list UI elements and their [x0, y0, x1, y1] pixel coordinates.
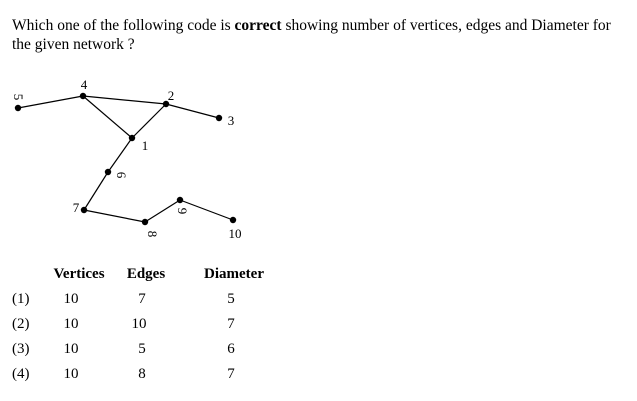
question-text-emphasis: correct [234, 17, 282, 34]
node-label-7: 7 [73, 200, 80, 215]
option-1-vertices: 10 [63, 291, 79, 307]
edge-1-2 [131, 103, 167, 139]
node-label-8: 8 [145, 231, 160, 238]
option-3-label[interactable]: (3) [12, 341, 30, 357]
option-2-diameter: 7 [227, 316, 235, 332]
node-1 [128, 134, 136, 142]
edge-9-10 [179, 199, 234, 221]
node-label-9: 9 [175, 208, 190, 215]
option-2-edges: 10 [131, 316, 147, 332]
node-5 [14, 104, 22, 112]
node-label-10: 10 [229, 226, 242, 241]
node-6 [104, 168, 112, 176]
node-8 [141, 218, 149, 226]
node-label-5: 5 [11, 94, 26, 101]
network-edges [17, 95, 234, 223]
question-text-start: Which one of the following code is [12, 17, 235, 34]
header-edges: Edges [126, 266, 166, 282]
node-3 [215, 114, 223, 122]
node-label-3: 3 [228, 113, 235, 128]
edge-8-9 [144, 199, 181, 223]
network-nodes [14, 92, 237, 226]
option-4-edges: 8 [138, 366, 146, 382]
question-text-end: showing number of vertices, edges and Di… [12, 17, 611, 53]
edge-4-2 [82, 95, 167, 105]
option-3-vertices: 10 [63, 341, 79, 357]
question-text: Which one of the following code is corre… [12, 16, 627, 54]
node-label-1: 1 [142, 138, 149, 153]
option-4-label[interactable]: (4) [12, 366, 30, 382]
option-1-diameter: 5 [227, 291, 235, 307]
option-3-edges: 5 [138, 341, 146, 357]
header-vertices: Vertices [53, 266, 105, 282]
node-label-6: 6 [114, 172, 129, 179]
node-9 [176, 196, 184, 204]
edge-6-7 [83, 171, 109, 211]
edge-5-4 [17, 95, 84, 109]
option-2-label[interactable]: (2) [12, 316, 30, 332]
node-4 [79, 92, 87, 100]
edge-2-3 [165, 103, 220, 119]
edge-1-6 [107, 137, 133, 173]
node-2 [162, 100, 170, 108]
network-labels: 1 2 3 4 5 6 7 8 9 10 [11, 77, 241, 241]
option-1-edges: 7 [138, 291, 146, 307]
option-1-label[interactable]: (1) [12, 291, 30, 307]
option-2-vertices: 10 [63, 316, 79, 332]
edge-7-8 [83, 209, 146, 223]
option-4-vertices: 10 [63, 366, 79, 382]
header-diameter: Diameter [204, 266, 264, 282]
node-7 [80, 206, 88, 214]
node-10 [229, 216, 237, 224]
option-4-diameter: 7 [227, 366, 235, 382]
option-3-diameter: 6 [227, 341, 235, 357]
node-label-2: 2 [168, 88, 175, 103]
edge-4-1 [82, 95, 133, 139]
node-label-4: 4 [81, 77, 88, 92]
